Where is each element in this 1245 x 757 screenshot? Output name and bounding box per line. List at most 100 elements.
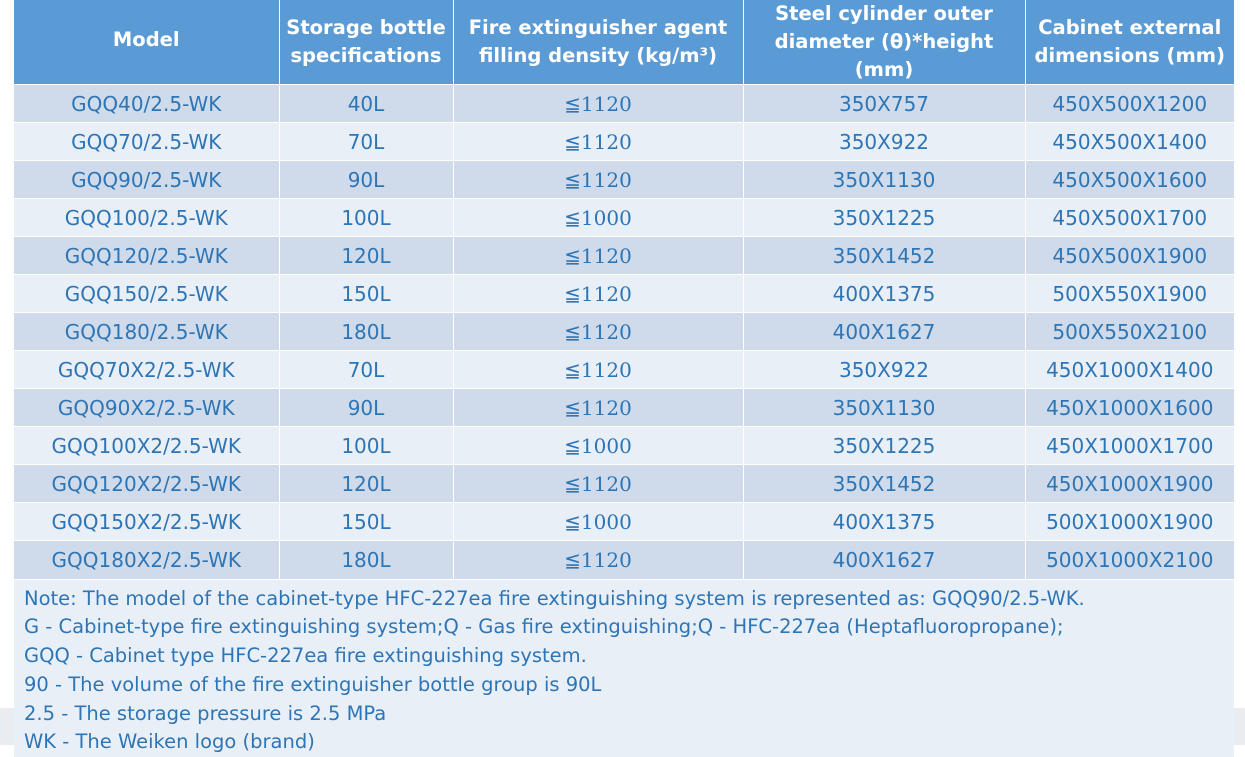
header-cylinder: Steel cylinder outer diameter (θ)*height… bbox=[743, 0, 1026, 85]
model-cell: GQQ70/2.5-WK bbox=[14, 122, 280, 161]
spec-sheet: Model Storage bottle specifications Fire… bbox=[14, 0, 1234, 757]
header-storage: Storage bottle specifications bbox=[279, 0, 454, 85]
storage-cell: 150L bbox=[279, 274, 454, 313]
spec-table: Model Storage bottle specifications Fire… bbox=[14, 0, 1234, 579]
header-row: Model Storage bottle specifications Fire… bbox=[14, 0, 1234, 85]
header-density: Fire extinguisher agent filling density … bbox=[453, 0, 744, 85]
header-model-line1: Model bbox=[112, 28, 180, 51]
model-cell: GQQ150X2/2.5-WK bbox=[14, 502, 280, 541]
model-cell: GQQ120X2/2.5-WK bbox=[14, 464, 280, 503]
cylinder-cell: 400X1375 bbox=[743, 502, 1026, 541]
cylinder-cell: 350X757 bbox=[743, 84, 1026, 123]
density-cell: ≦1120 bbox=[453, 388, 744, 427]
density-cell: ≦1120 bbox=[453, 540, 744, 579]
cylinder-cell: 400X1627 bbox=[743, 540, 1026, 579]
density-cell: ≦1120 bbox=[453, 236, 744, 275]
note-line: 2.5 - The storage pressure is 2.5 MPa bbox=[24, 701, 387, 725]
header-cabinet: Cabinet external dimensions (mm) bbox=[1025, 0, 1234, 85]
storage-cell: 180L bbox=[279, 312, 454, 351]
density-cell: ≦1120 bbox=[453, 350, 744, 389]
header-cylinder-line1: Steel cylinder outer bbox=[775, 2, 993, 25]
table-row: GQQ70/2.5-WK 70L ≦1120 350X922 450X500X1400 bbox=[14, 122, 1234, 161]
cabinet-cell: 450X500X1600 bbox=[1025, 160, 1234, 199]
table-row: GQQ70X2/2.5-WK 70L ≦1120 350X922 450X1000X14… bbox=[14, 350, 1234, 389]
table-row: GQQ90/2.5-WK 90L ≦1120 350X1130 450X500X1600 bbox=[14, 160, 1234, 199]
table-row: GQQ150/2.5-WK 150L ≦1120 400X1375 500X550X19… bbox=[14, 274, 1234, 313]
cylinder-cell: 350X1225 bbox=[743, 426, 1026, 465]
note-line: WK - The Weiken logo (brand) bbox=[24, 730, 315, 754]
cylinder-cell: 400X1627 bbox=[743, 312, 1026, 351]
model-cell: GQQ40/2.5-WK bbox=[14, 84, 280, 123]
storage-cell: 70L bbox=[279, 122, 454, 161]
header-storage-line1: Storage bottle bbox=[286, 16, 446, 39]
header-cylinder-line2: diameter (θ)*height (mm) bbox=[774, 30, 994, 81]
cylinder-cell: 350X1130 bbox=[743, 160, 1026, 199]
storage-cell: 180L bbox=[279, 540, 454, 579]
cylinder-cell: 350X1225 bbox=[743, 198, 1026, 237]
cylinder-cell: 350X1130 bbox=[743, 388, 1026, 427]
model-cell: GQQ90/2.5-WK bbox=[14, 160, 280, 199]
model-cell: GQQ180X2/2.5-WK bbox=[14, 540, 280, 579]
cabinet-cell: 450X1000X1900 bbox=[1025, 464, 1234, 503]
storage-cell: 120L bbox=[279, 464, 454, 503]
note-line: 90 - The volume of the fire extinguisher… bbox=[24, 672, 602, 696]
cabinet-cell: 450X1000X1400 bbox=[1025, 350, 1234, 389]
density-cell: ≦1120 bbox=[453, 312, 744, 351]
density-cell: ≦1000 bbox=[453, 426, 744, 465]
header-cabinet-line1: Cabinet external bbox=[1038, 16, 1222, 39]
table-body: GQQ40/2.5-WK 40L ≦1120 350X757 450X500X1200 G… bbox=[14, 84, 1234, 579]
cabinet-cell: 500X1000X2100 bbox=[1025, 540, 1234, 579]
table-row: GQQ180X2/2.5-WK 180L ≦1120 400X1627 500X1000… bbox=[14, 540, 1234, 579]
model-cell: GQQ120/2.5-WK bbox=[14, 236, 280, 275]
storage-cell: 120L bbox=[279, 236, 454, 275]
cabinet-cell: 450X500X1200 bbox=[1025, 84, 1234, 123]
table-row: GQQ100/2.5-WK 100L ≦1000 350X1225 450X500X17… bbox=[14, 198, 1234, 237]
cylinder-cell: 400X1375 bbox=[743, 274, 1026, 313]
density-cell: ≦1120 bbox=[453, 160, 744, 199]
table-row: GQQ90X2/2.5-WK 90L ≦1120 350X1130 450X1000X1… bbox=[14, 388, 1234, 427]
header-cabinet-line2: dimensions (mm) bbox=[1034, 44, 1226, 67]
header-storage-line2: specifications bbox=[290, 44, 442, 67]
density-cell: ≦1120 bbox=[453, 464, 744, 503]
note-line: Note: The model of the cabinet-type HFC-… bbox=[24, 586, 1085, 610]
density-cell: ≦1000 bbox=[453, 502, 744, 541]
note-line: GQQ - Cabinet type HFC-227ea fire exting… bbox=[24, 644, 587, 668]
model-cell: GQQ180/2.5-WK bbox=[14, 312, 280, 351]
cylinder-cell: 350X1452 bbox=[743, 236, 1026, 275]
model-cell: GQQ100X2/2.5-WK bbox=[14, 426, 280, 465]
cabinet-cell: 500X550X1900 bbox=[1025, 274, 1234, 313]
density-cell: ≦1120 bbox=[453, 274, 744, 313]
storage-cell: 90L bbox=[279, 160, 454, 199]
table-row: GQQ100X2/2.5-WK 100L ≦1000 350X1225 450X1000… bbox=[14, 426, 1234, 465]
note-box: Note: The model of the cabinet-type HFC-… bbox=[14, 578, 1234, 757]
cabinet-cell: 450X1000X1600 bbox=[1025, 388, 1234, 427]
table-row: GQQ120/2.5-WK 120L ≦1120 350X1452 450X500X19… bbox=[14, 236, 1234, 275]
header-density-line2: filling density (kg/m³) bbox=[478, 44, 718, 67]
storage-cell: 100L bbox=[279, 426, 454, 465]
table-row: GQQ40/2.5-WK 40L ≦1120 350X757 450X500X1200 bbox=[14, 84, 1234, 123]
storage-cell: 100L bbox=[279, 198, 454, 237]
header-model: Model bbox=[14, 0, 280, 85]
model-cell: GQQ90X2/2.5-WK bbox=[14, 388, 280, 427]
cylinder-cell: 350X1452 bbox=[743, 464, 1026, 503]
storage-cell: 150L bbox=[279, 502, 454, 541]
cabinet-cell: 500X550X2100 bbox=[1025, 312, 1234, 351]
storage-cell: 90L bbox=[279, 388, 454, 427]
note-line: G - Cabinet-type fire extinguishing syst… bbox=[24, 615, 1064, 639]
table-row: GQQ150X2/2.5-WK 150L ≦1000 400X1375 500X1000… bbox=[14, 502, 1234, 541]
table-row: GQQ120X2/2.5-WK 120L ≦1120 350X1452 450X1000… bbox=[14, 464, 1234, 503]
density-cell: ≦1120 bbox=[453, 122, 744, 161]
cabinet-cell: 450X500X1400 bbox=[1025, 122, 1234, 161]
density-cell: ≦1120 bbox=[453, 84, 744, 123]
storage-cell: 70L bbox=[279, 350, 454, 389]
model-cell: GQQ150/2.5-WK bbox=[14, 274, 280, 313]
storage-cell: 40L bbox=[279, 84, 454, 123]
density-cell: ≦1000 bbox=[453, 198, 744, 237]
table-row: GQQ180/2.5-WK 180L ≦1120 400X1627 500X550X21… bbox=[14, 312, 1234, 351]
cabinet-cell: 450X500X1700 bbox=[1025, 198, 1234, 237]
cylinder-cell: 350X922 bbox=[743, 350, 1026, 389]
cylinder-cell: 350X922 bbox=[743, 122, 1026, 161]
model-cell: GQQ100/2.5-WK bbox=[14, 198, 280, 237]
cabinet-cell: 450X1000X1700 bbox=[1025, 426, 1234, 465]
cabinet-cell: 450X500X1900 bbox=[1025, 236, 1234, 275]
